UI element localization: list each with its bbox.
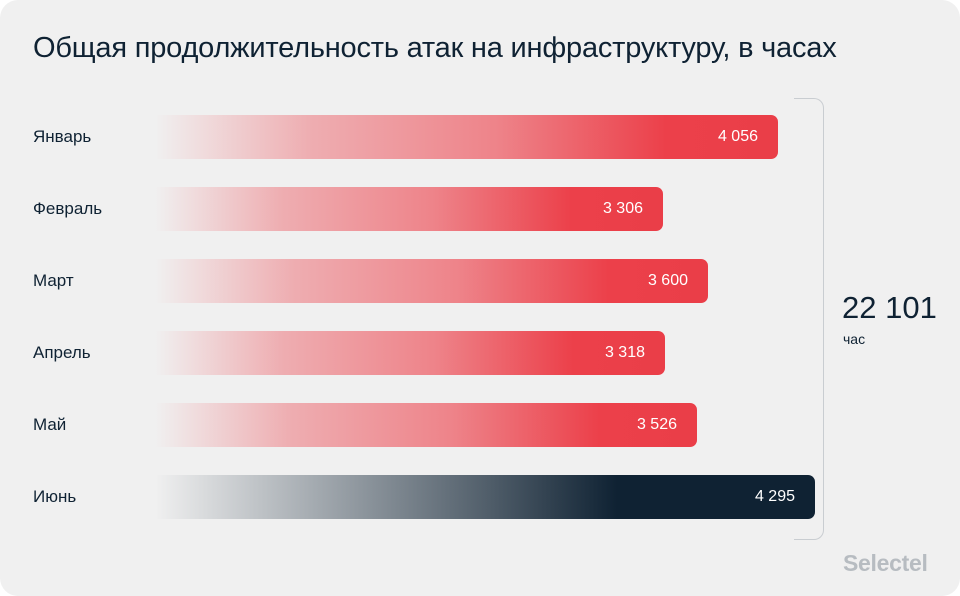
bar-value-label: 3 318: [604, 344, 645, 361]
total-value: 22 101: [842, 290, 937, 325]
bar: 3 306: [155, 187, 663, 231]
bar-value-label: 3 306: [602, 200, 643, 217]
bar: 3 318: [155, 331, 665, 375]
category-label: Февраль: [33, 199, 103, 218]
bar: 4 295: [155, 475, 815, 519]
category-label: Июнь: [33, 487, 77, 506]
category-label: Апрель: [33, 343, 91, 362]
category-label: Март: [33, 271, 74, 290]
bar: 4 056: [155, 115, 778, 159]
bar: 3 526: [155, 403, 697, 447]
selectel-logo: Selectel: [843, 550, 928, 576]
bar-value-label: 3 526: [636, 416, 677, 433]
bar-value-label: 4 295: [754, 488, 795, 505]
chart-title: Общая продолжительность атак на инфрастр…: [33, 32, 837, 64]
category-label: Май: [33, 415, 67, 434]
total-unit: час: [843, 331, 866, 347]
total-bracket: [794, 98, 824, 540]
bar-value-label: 4 056: [717, 128, 758, 145]
category-label: Январь: [33, 127, 92, 146]
bar-value-label: 3 600: [647, 272, 688, 289]
bar: 3 600: [155, 259, 708, 303]
